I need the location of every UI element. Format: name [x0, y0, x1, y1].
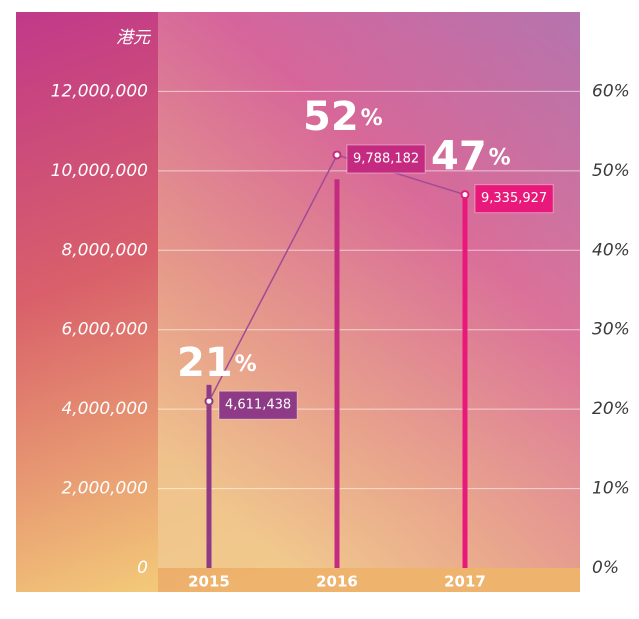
x-tick-label: 2016: [316, 573, 358, 591]
y-tick-label: 4,000,000: [61, 399, 148, 419]
percent-unit: %: [235, 352, 257, 377]
value-label: 4,611,438: [225, 398, 291, 413]
y-tick-label: 12,000,000: [51, 81, 148, 101]
line-point: [460, 190, 470, 200]
y-tick-label: 8,000,000: [61, 240, 148, 260]
y-tick-label: 0: [137, 558, 148, 578]
bar: [206, 384, 212, 568]
y2-tick-label: 40%: [592, 240, 630, 260]
percent-value: 52: [303, 94, 359, 140]
x-tick-label: 2017: [444, 573, 486, 591]
x-tick-label: 2015: [188, 573, 230, 591]
y2-tick-label: 60%: [592, 81, 630, 101]
percent-unit: %: [361, 106, 383, 131]
value-label-box: [218, 390, 298, 420]
line-point: [332, 150, 342, 160]
y2-tick-label: 30%: [592, 320, 630, 340]
value-label-box: [474, 184, 554, 214]
bar: [334, 179, 340, 568]
line-point: [204, 396, 214, 406]
y2-tick-label: 0%: [592, 558, 619, 578]
y-tick-label: 6,000,000: [61, 320, 148, 340]
percent-value: 47: [431, 134, 487, 180]
percent-label: 52%: [303, 94, 383, 140]
y-tick-label: 10,000,000: [51, 161, 148, 181]
percent-value: 21: [177, 340, 233, 386]
percent-label: 47%: [431, 134, 511, 180]
y2-tick-label: 20%: [592, 399, 630, 419]
bar: [462, 197, 468, 568]
value-label: 9,788,182: [353, 151, 419, 166]
y2-tick-label: 50%: [592, 161, 630, 181]
value-label: 9,335,927: [481, 191, 547, 206]
plot-area: [158, 12, 580, 568]
x-axis-band: [158, 568, 580, 592]
value-label-box: [346, 144, 426, 174]
percent-unit: %: [489, 146, 511, 171]
y2-tick-label: 10%: [592, 479, 630, 499]
y-axis-label: 港元: [116, 28, 152, 48]
y-tick-label: 2,000,000: [61, 479, 148, 499]
percent-label: 21%: [177, 340, 257, 386]
